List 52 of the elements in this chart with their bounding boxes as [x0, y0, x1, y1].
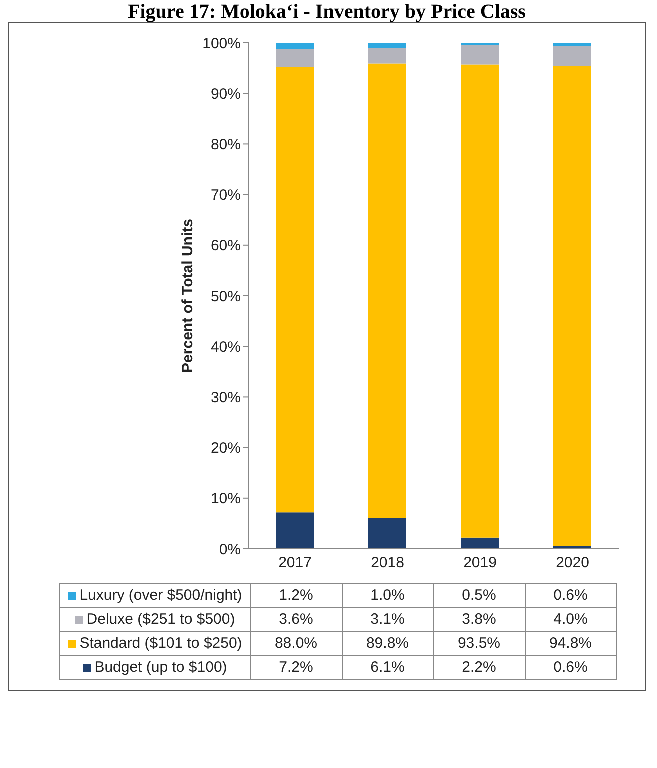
data-label: 0.5% — [434, 584, 525, 608]
bar — [461, 64, 499, 538]
data-label: 4.0% — [525, 608, 616, 632]
bar — [554, 43, 592, 46]
bar — [461, 538, 499, 549]
data-label: 3.6% — [250, 608, 342, 632]
legend-label: Deluxe ($251 to $500) — [60, 608, 250, 632]
y-tick-label: 60% — [210, 238, 241, 255]
bar — [276, 43, 314, 50]
chart-title: Figure 17: Molokaʻi - Inventory by Price Class — [127, 1, 527, 24]
bar — [368, 64, 406, 518]
legend-label: Luxury (over $500/night) — [60, 584, 250, 608]
bar — [276, 67, 314, 513]
y-tick-label: 30% — [210, 390, 241, 407]
data-label: 3.1% — [342, 608, 434, 632]
data-label: 6.1% — [342, 656, 434, 680]
bar — [368, 518, 406, 549]
y-tick-label: 10% — [210, 490, 241, 508]
bar — [276, 512, 314, 549]
bar — [461, 46, 499, 65]
bar — [276, 49, 314, 68]
y-tick-label: 80% — [210, 136, 241, 154]
x-tick-label: 2019 — [464, 554, 497, 572]
data-label: 94.8% — [525, 632, 616, 656]
y-tick-label: 90% — [210, 86, 241, 103]
legend-label: Standard ($101 to $250) — [60, 632, 250, 656]
x-tick-label: 2018 — [371, 554, 404, 572]
data-label: 0.6% — [525, 656, 616, 680]
y-tick-label: 70% — [210, 187, 241, 204]
y-tick-label: 40% — [210, 338, 241, 356]
y-tick-label: 0% — [219, 541, 241, 558]
data-label: 88.0% — [250, 632, 342, 656]
y-tick-label: 100% — [202, 35, 241, 52]
bar — [368, 43, 406, 48]
y-tick-label: 20% — [210, 440, 241, 458]
x-tick-label: 2017 — [278, 554, 312, 572]
data-label: 3.8% — [434, 608, 525, 632]
bar — [368, 48, 406, 64]
data-label: 0.6% — [525, 584, 616, 608]
y-tick-label: 50% — [210, 288, 241, 306]
data-label: 1.2% — [250, 584, 342, 608]
data-label: 7.2% — [250, 656, 342, 680]
bar — [461, 43, 499, 46]
bar — [554, 46, 592, 66]
data-label: 89.8% — [342, 632, 434, 656]
bar — [554, 66, 592, 546]
y-axis-title: Percent of Total Units — [179, 219, 196, 373]
x-tick-label: 2020 — [556, 554, 590, 572]
legend-label: Budget (up to $100) — [60, 656, 250, 680]
data-label: 93.5% — [434, 632, 525, 656]
data-label: 1.0% — [342, 584, 434, 608]
data-label: 2.2% — [434, 656, 525, 680]
